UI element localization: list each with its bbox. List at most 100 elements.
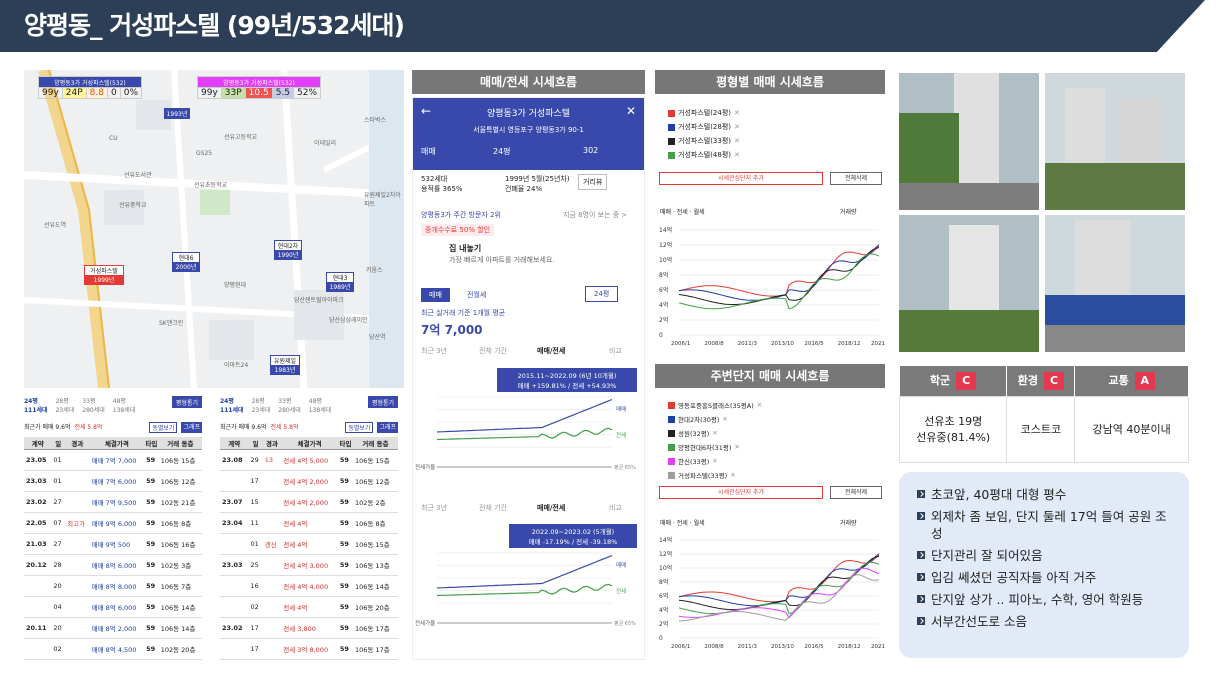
table-row[interactable]: 23.04 11 전세 4억 59 106동 8층 xyxy=(220,512,398,534)
table-row[interactable]: 23.03 25 전세 4억 3,000 59 106동 13층 xyxy=(220,554,398,576)
y-tick: 4억 xyxy=(659,606,668,614)
legend-item[interactable]: 거성파스텔(33평) ✕ xyxy=(668,468,762,482)
radio-group[interactable]: 매매 · 전세 · 월세 xyxy=(660,209,705,216)
note-item: 초코앞, 40평대 대형 평수 xyxy=(917,486,1175,503)
size-stats-button[interactable]: 평형통기 xyxy=(171,396,202,408)
app-range-tab[interactable]: 전체 기간 xyxy=(479,347,507,355)
app-range-tab[interactable]: 매매/전세 xyxy=(537,347,566,355)
legend-item[interactable]: 현대2차(30평) ✕ xyxy=(668,412,762,426)
legend-item[interactable]: 거성파스텔(24평) ✕ xyxy=(668,106,740,120)
volume-checkbox[interactable]: 거래량 xyxy=(840,520,857,527)
add-interest-button[interactable]: 시세관심단지 추가 xyxy=(659,486,823,499)
table-row[interactable]: 01 갱신 전세 4억 59 106동 15층 xyxy=(220,533,398,555)
size-stats-button[interactable]: 평형통기 xyxy=(367,396,398,408)
app-range-tab[interactable]: 매매/전세 xyxy=(537,504,566,512)
app-range-tab[interactable]: 최근 3년 xyxy=(421,347,447,355)
legend-item[interactable]: 거성파스텔(33평) ✕ xyxy=(668,134,740,148)
map-label: SK앤크린 xyxy=(159,320,184,327)
map-panel[interactable]: 양평동3가 거성파스텔(532) 99y 24P 8.8 0 0% 양평동3가 거성파스… xyxy=(24,70,404,388)
map-pin[interactable]: 현대3 1989년 xyxy=(326,272,354,292)
by-building-button[interactable]: 동별보기 xyxy=(345,422,374,433)
app-toggle-sale[interactable]: 매매 xyxy=(421,288,450,302)
nearby-legend: 영등포중흥S클래스(35평A) ✕ 현대2차(30평) ✕ 성원(32평) ✕ 양평현대6차… xyxy=(668,398,762,482)
rating-header: 교통 A xyxy=(1074,366,1189,396)
delete-all-button[interactable]: 전체삭제 xyxy=(830,172,882,185)
legend-item[interactable]: 한신(33평) ✕ xyxy=(668,454,762,468)
size-tab[interactable]: 24평 111세대 xyxy=(220,398,244,414)
table-row[interactable]: 02 전세 4억 59 106동 20층 xyxy=(220,596,398,618)
table-row[interactable]: 16 전세 4억 4,000 59 106동 14층 xyxy=(220,575,398,597)
app-range-tab[interactable]: 비교 xyxy=(609,504,622,512)
map-pin[interactable]: 1993년 xyxy=(164,108,190,119)
map-pin-target[interactable]: 거성파스텔 1999년 xyxy=(84,265,124,285)
graph-button[interactable]: 그래프 xyxy=(377,422,398,433)
table-row[interactable]: 23.05 01 매매 7억 7,000 59 106동 15층 xyxy=(24,449,202,471)
table-row[interactable]: 20 매매 8억 8,000 59 106동 7층 xyxy=(24,575,202,597)
table-row[interactable]: 17 전세 4억 2,000 59 106동 12층 xyxy=(220,470,398,492)
deal-col-header: 경과 xyxy=(262,437,282,450)
deal-size-tabs[interactable]: 24평 111세대 28평 23세대 33평 280세대 48평 138세대 평형통기 xyxy=(24,396,202,414)
table-row[interactable]: 22.05 07 최고가 매매 9억 6,000 59 106동 8층 xyxy=(24,512,202,534)
deal-summary: 최근가 매매 9.6억 전세 5.8억 동별보기 그래프 xyxy=(24,422,202,433)
deal-col-header: 체결가격 xyxy=(89,437,145,450)
close-icon[interactable]: ✕ xyxy=(625,104,636,118)
apartment-photo xyxy=(1045,215,1185,352)
size-tab[interactable]: 33평 280세대 xyxy=(82,398,105,414)
table-row[interactable]: 20.11 20 매매 8억 2,000 59 106동 14층 xyxy=(24,617,202,639)
pin-name: 유원제일 xyxy=(273,358,297,365)
comments-count[interactable]: 302 xyxy=(583,146,599,155)
app-toggle-rent[interactable]: 전월세 xyxy=(467,291,487,299)
legend-item[interactable]: 성원(32평) ✕ xyxy=(668,426,762,440)
map-pin[interactable]: 현대6 2000년 xyxy=(172,252,200,272)
app-sell[interactable]: 집 내놓기 xyxy=(449,244,482,253)
table-row[interactable]: 20.12 28 매매 8억 6,000 59 102동 3층 xyxy=(24,554,202,576)
size-tab[interactable]: 48평 138세대 xyxy=(308,398,332,414)
app-units: 532세대 xyxy=(421,175,448,183)
by-building-button[interactable]: 동별보기 xyxy=(149,422,178,433)
table-row[interactable]: 23.08 29 13 전세 4억 5,000 59 106동 15층 xyxy=(220,449,398,471)
table-row[interactable]: 23.02 17 전세 3,800 59 106동 17층 xyxy=(220,617,398,639)
map-label: 선유초등학교 xyxy=(194,182,228,189)
app-tab-size[interactable]: 24평 xyxy=(493,147,511,156)
delete-all-button[interactable]: 전체삭제 xyxy=(830,486,882,499)
legend-item[interactable]: 거성파스텔(48평) ✕ xyxy=(668,148,740,162)
app-range-tab[interactable]: 최근 3년 xyxy=(421,504,447,512)
back-icon[interactable]: ← xyxy=(421,104,432,118)
table-row[interactable]: 23.03 01 매매 7억 6,000 59 106동 12층 xyxy=(24,470,202,492)
volume-checkbox[interactable]: 거래량 xyxy=(840,209,857,216)
table-row[interactable]: 04 매매 8억 6,000 59 106동 14층 xyxy=(24,596,202,618)
radio-group[interactable]: 매매 · 전세 · 월세 xyxy=(660,520,705,527)
app-tab-sale[interactable]: 매매 xyxy=(421,147,436,156)
app-now[interactable]: 지금 8명이 보는 중 > xyxy=(563,211,628,219)
streetview-button[interactable]: 거리뷰 xyxy=(578,174,608,190)
size-tab[interactable]: 33평 280세대 xyxy=(278,398,301,414)
deal-size-tabs[interactable]: 24평 111세대 28평 23세대 33평 280세대 48평 138세대 평형통기 xyxy=(220,396,398,414)
size-tab[interactable]: 48평 138세대 xyxy=(112,398,136,414)
app-size-select[interactable]: 24평 xyxy=(585,286,619,302)
app-range-tab[interactable]: 전체 기간 xyxy=(479,504,507,512)
map-pin[interactable]: 유원제일 1983년 xyxy=(270,355,300,375)
map-label: 양평현대 xyxy=(224,282,247,289)
table-row[interactable]: 21.03 27 매매 9억 500 59 106동 16층 xyxy=(24,533,202,555)
add-interest-button[interactable]: 시세관심단지 추가 xyxy=(659,172,823,185)
graph-button[interactable]: 그래프 xyxy=(181,422,202,433)
table-row[interactable]: 23.02 27 매매 7억 9,500 59 102동 21층 xyxy=(24,491,202,513)
legend-item[interactable]: 영등포중흥S클래스(35평A) ✕ xyxy=(668,398,762,412)
size-tab[interactable]: 28평 23세대 xyxy=(251,398,271,414)
map-pin[interactable]: 현대2차 1990년 xyxy=(274,240,302,260)
size-tab[interactable]: 24평 111세대 xyxy=(24,398,48,414)
size-tab[interactable]: 28평 23세대 xyxy=(55,398,75,414)
table-row[interactable]: 17 전세 3억 8,000 59 106동 17층 xyxy=(220,638,398,660)
map-cell: 10.5 xyxy=(244,87,273,99)
table-row[interactable]: 02 매매 8억 4,500 59 102동 20층 xyxy=(24,638,202,660)
app-avg-label: 최근 실거래 기준 1개월 평균 xyxy=(421,309,506,317)
table-row[interactable]: 23.07 15 전세 4억 2,000 59 102동 2층 xyxy=(220,491,398,513)
map-label: 선유고등학교 xyxy=(224,134,258,141)
legend-item[interactable]: 거성파스텔(28평) ✕ xyxy=(668,120,740,134)
legend-item[interactable]: 양평현대6차(31평) ✕ xyxy=(668,440,762,454)
series-line xyxy=(678,574,880,622)
app-range-tab[interactable]: 비교 xyxy=(609,347,622,355)
map-label: 선유도서관 xyxy=(124,172,152,179)
map-summary-right: 양평동3가 거성파스텔(532) 99y 33P 10.5 5.5 52% xyxy=(196,76,322,99)
